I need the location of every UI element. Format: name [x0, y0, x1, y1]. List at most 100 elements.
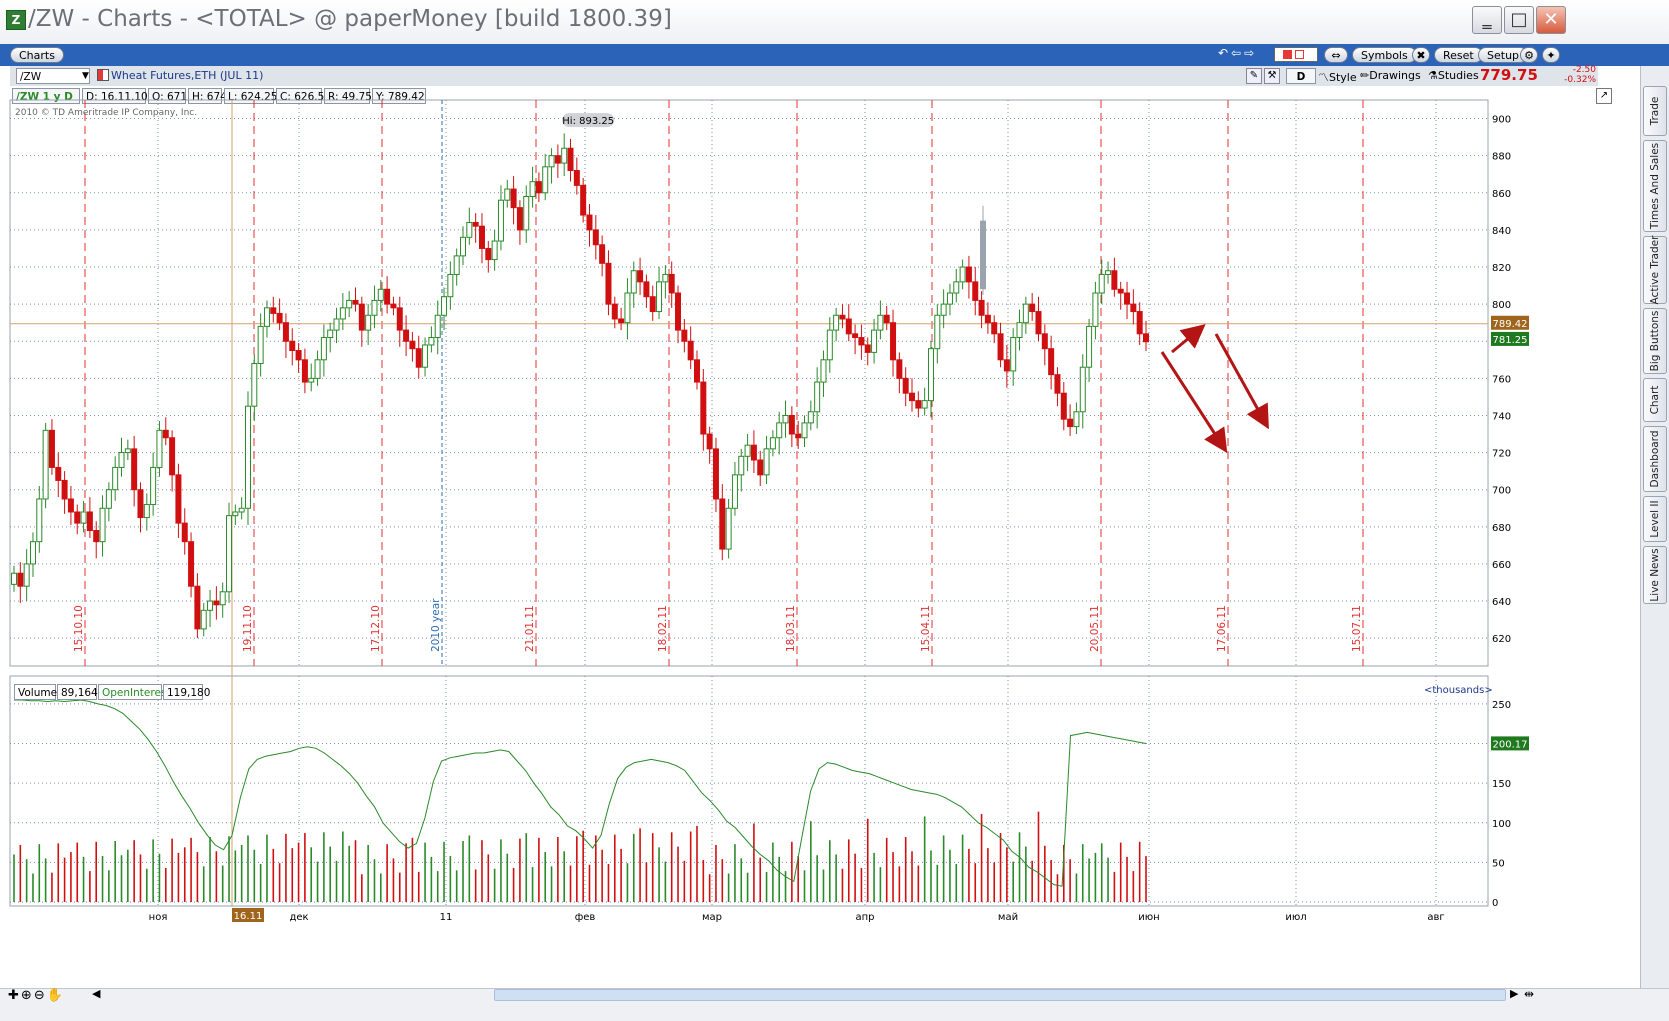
studies-menu[interactable]: ⚗Studies: [1428, 69, 1479, 82]
candle-body: [965, 266, 972, 283]
maximize-button[interactable]: □: [1504, 6, 1534, 34]
candle-body: [940, 303, 947, 316]
side-tab-level-ii[interactable]: Level II: [1643, 496, 1667, 542]
drawings-menu[interactable]: ✏Drawings: [1360, 69, 1421, 82]
candle-body: [169, 437, 176, 476]
candle-body: [194, 585, 201, 630]
month-label: июн: [1138, 912, 1159, 923]
open-interest-value: 119,180: [163, 684, 210, 700]
style-icon: 〽: [1318, 71, 1329, 84]
pan-hand-icon[interactable]: ✋: [46, 988, 65, 1003]
link-icon[interactable]: ⇔: [1324, 47, 1348, 63]
candle-body: [890, 322, 897, 361]
candle-body: [175, 474, 182, 524]
scroll-left-icon[interactable]: ◀: [92, 987, 101, 1000]
date-marker-label: 2010 year: [430, 598, 442, 652]
side-tab-active-trader[interactable]: Active Trader: [1643, 236, 1667, 304]
settings-icon[interactable]: ⚒: [1264, 68, 1280, 84]
candle-body: [586, 214, 593, 231]
style-menu[interactable]: 〽Style: [1318, 69, 1357, 85]
candle-body: [339, 307, 346, 320]
horizontal-scrollbar[interactable]: [494, 989, 1506, 1001]
info-bar: /ZW 1 y D D: 16.11.10 O: 671 H: 674 L: 6…: [10, 86, 1612, 106]
month-label: фев: [575, 912, 596, 923]
candle-body: [1054, 374, 1061, 394]
hi-label-bg: [562, 113, 615, 128]
candle-body: [909, 392, 916, 402]
candle-body: [921, 400, 928, 409]
setup-button[interactable]: Setup: [1478, 47, 1529, 63]
candle-body: [1086, 325, 1093, 368]
candle-body: [523, 195, 530, 231]
side-tab-strip: Trade Times And Sales Active Trader Big But…: [1640, 66, 1669, 1000]
delete-icon[interactable]: ✖: [1412, 47, 1430, 63]
crosshair-price-bg: [1491, 315, 1529, 330]
fit-width-icon[interactable]: ⇹: [1524, 987, 1535, 1001]
price-tick-label: 640: [1492, 597, 1511, 608]
chart-expand-icon[interactable]: ↗: [1596, 88, 1612, 104]
symbol-input[interactable]: /ZW: [16, 68, 90, 84]
candle-body: [580, 184, 587, 216]
candle-body: [1060, 392, 1067, 420]
aggregation-selector[interactable]: D: [1286, 68, 1316, 84]
charts-tab[interactable]: Charts: [10, 47, 64, 63]
crosshair-icon[interactable]: ✚: [8, 988, 21, 1003]
candle-body: [472, 221, 479, 227]
candle-body: [693, 359, 700, 383]
undo-redo-icons[interactable]: ↶⇦⇨: [1218, 46, 1258, 60]
candle-body: [188, 541, 195, 587]
side-tab-live-news[interactable]: Live News: [1643, 546, 1667, 604]
candle-body: [1079, 366, 1086, 413]
candle-body: [232, 511, 239, 517]
pin-icon[interactable]: ✦: [1542, 47, 1560, 63]
candle-body: [48, 429, 55, 468]
zoom-tools[interactable]: ✚⊕⊖✋: [8, 988, 80, 1004]
last-price: 779.75: [1480, 66, 1538, 84]
candle-body: [181, 522, 188, 543]
candle-body: [795, 433, 802, 439]
date-marker-label: 18.03.11: [785, 605, 797, 652]
drawing-tool-icon[interactable]: ✎: [1246, 68, 1262, 84]
zoom-out-icon[interactable]: ⊖: [33, 988, 47, 1003]
candle-body: [1003, 359, 1010, 372]
reset-button[interactable]: Reset: [1434, 47, 1483, 63]
scroll-right-icon[interactable]: ▶: [1510, 987, 1519, 1000]
candle-body: [352, 299, 359, 305]
candle-body: [807, 411, 814, 424]
wrench-icon[interactable]: ⚙: [1520, 47, 1538, 63]
zoom-in-icon[interactable]: ⊕: [20, 988, 34, 1003]
minimize-button[interactable]: ‗: [1472, 6, 1502, 34]
candle-body: [453, 255, 460, 275]
link-color-icon[interactable]: [97, 69, 109, 81]
candle-body: [415, 348, 422, 368]
candle-body: [238, 507, 245, 513]
side-tab-label: Live News: [1649, 548, 1661, 602]
candle-body: [112, 466, 119, 491]
symbol-dropdown-icon[interactable]: ▼: [82, 71, 89, 81]
candle-body: [257, 325, 264, 365]
grid-layout-icon[interactable]: [1274, 47, 1318, 62]
side-tab-times-and-sales[interactable]: Times And Sales: [1643, 140, 1667, 232]
candle-body: [858, 337, 865, 346]
candle-body: [845, 318, 852, 335]
candle-body: [346, 299, 353, 309]
symbols-button[interactable]: Symbols: [1352, 47, 1417, 63]
month-label: мар: [702, 912, 722, 923]
close-button[interactable]: ✕: [1536, 6, 1566, 34]
candle-body: [226, 515, 233, 593]
month-label: май: [998, 912, 1018, 923]
candle-body: [927, 348, 934, 402]
side-tab-big-buttons[interactable]: Big Buttons: [1643, 308, 1667, 374]
open-interest-line: [14, 699, 1147, 887]
candle-body: [675, 292, 682, 331]
candle-body: [80, 511, 87, 524]
candle-body: [396, 307, 403, 331]
side-tab-trade[interactable]: Trade: [1643, 86, 1667, 136]
candle-body: [776, 422, 783, 439]
candle-body: [529, 181, 536, 197]
trend-arrow-drawing: [1160, 351, 1228, 454]
side-tab-chart[interactable]: Chart: [1643, 378, 1667, 422]
month-label: дек: [289, 912, 308, 923]
candle-body: [99, 507, 106, 543]
side-tab-dashboard[interactable]: Dashboard: [1643, 426, 1667, 492]
